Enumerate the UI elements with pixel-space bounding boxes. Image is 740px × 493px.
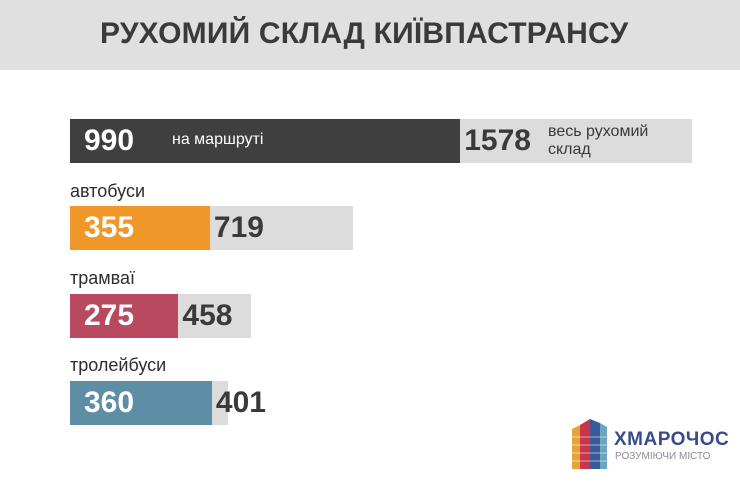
logo-tagline: РОЗУМІЮЧИ МІСТО <box>615 451 711 462</box>
value-label-active: 355 <box>84 211 135 244</box>
bar-active <box>70 119 461 163</box>
bar-active <box>70 381 212 425</box>
bar-active <box>70 294 179 338</box>
category-label: автобуси <box>70 181 145 201</box>
logo-name: ХМАРОЧОС <box>614 429 730 450</box>
value-label-active: 275 <box>84 299 135 332</box>
annotation-active: на маршруті <box>172 131 264 148</box>
value-label-active: 360 <box>84 386 135 419</box>
category-label: тролейбуси <box>70 355 167 375</box>
page-title: РУХОМИЙ СКЛАД КИЇВПАСТРАНСУ <box>100 17 629 50</box>
annotation-total: весь рухомий склад <box>548 123 649 158</box>
category-label: трамваї <box>70 268 136 288</box>
skyscraper-icon <box>572 419 607 469</box>
value-label-active: 990 <box>84 124 135 157</box>
value-label-total: 719 <box>213 211 264 244</box>
value-label-total: 458 <box>182 299 233 332</box>
logo: ХМАРОЧОС РОЗУМІЮЧИ МІСТО <box>570 417 730 477</box>
value-label-total: 401 <box>215 386 266 419</box>
bar-active <box>70 206 210 250</box>
header-banner <box>0 0 740 70</box>
value-label-total: 1578 <box>464 124 531 157</box>
